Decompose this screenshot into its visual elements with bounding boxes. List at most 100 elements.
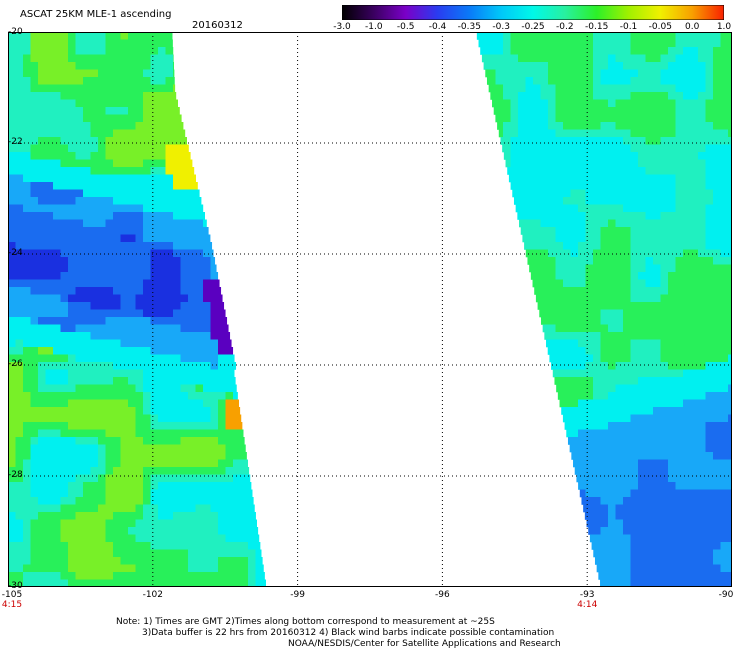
wind-cell: [675, 392, 684, 400]
wind-cell: [135, 497, 144, 505]
wind-cell: [218, 294, 223, 303]
wind-cell: [143, 47, 151, 55]
wind-cell: [105, 377, 114, 385]
wind-cell: [60, 302, 69, 310]
wind-cell: [668, 174, 676, 183]
wind-cell: [589, 534, 594, 543]
wind-cell: [570, 429, 579, 438]
wind-cell: [225, 339, 232, 348]
wind-cell: [660, 69, 669, 78]
wind-cell: [713, 527, 721, 535]
wind-cell: [113, 557, 121, 565]
wind-cell: [248, 542, 256, 550]
wind-cell: [38, 234, 46, 243]
wind-cell: [120, 534, 129, 543]
wind-cell: [143, 429, 151, 438]
wind-cell: [38, 54, 46, 63]
wind-cell: [578, 99, 586, 108]
wind-cell: [525, 152, 534, 160]
wind-cell: [23, 482, 31, 490]
wind-cell: [128, 377, 136, 385]
wind-cell: [105, 482, 114, 490]
wind-cell: [698, 144, 706, 153]
wind-cell: [90, 302, 99, 310]
wind-cell: [143, 54, 151, 63]
wind-cell: [225, 362, 234, 370]
wind-cell: [608, 362, 616, 370]
wind-cell: [705, 294, 714, 303]
wind-cell: [53, 107, 61, 115]
wind-cell: [8, 324, 16, 333]
wind-cell: [150, 407, 159, 415]
wind-cell: [120, 317, 129, 325]
wind-cell: [180, 272, 189, 280]
wind-cell: [630, 122, 639, 130]
wind-cell: [195, 519, 204, 528]
wind-cell: [83, 347, 91, 355]
wind-cell: [210, 474, 219, 483]
wind-cell: [705, 369, 714, 378]
wind-cell: [75, 444, 84, 453]
wind-cell: [8, 407, 16, 415]
wind-cell: [143, 107, 151, 115]
wind-cell: [517, 212, 519, 220]
wind-cell: [23, 422, 31, 430]
wind-cell: [510, 84, 519, 93]
wind-cell: [510, 174, 519, 183]
wind-cell: [173, 482, 181, 490]
wind-cell: [158, 212, 166, 220]
wind-cell: [585, 47, 594, 55]
wind-cell: [173, 272, 181, 280]
wind-cell: [30, 32, 39, 40]
wind-cell: [615, 227, 624, 235]
wind-cell: [150, 159, 159, 168]
wind-cell: [608, 47, 616, 55]
wind-cell: [698, 54, 706, 63]
wind-cell: [98, 114, 106, 123]
wind-cell: [83, 249, 91, 258]
wind-cell: [120, 527, 129, 535]
wind-cell: [8, 504, 16, 513]
wind-cell: [23, 219, 31, 228]
wind-cell: [38, 182, 46, 190]
wind-cell: [533, 54, 541, 63]
wind-cell: [218, 332, 226, 340]
wind-cell: [593, 332, 601, 340]
wind-cell: [225, 542, 234, 550]
wind-cell: [683, 92, 691, 100]
wind-cell: [195, 204, 204, 213]
wind-cell: [585, 114, 594, 123]
wind-cell: [188, 257, 196, 265]
wind-cell: [15, 92, 24, 100]
wind-cell: [713, 452, 721, 460]
wind-cell: [638, 504, 646, 513]
wind-cell: [608, 399, 616, 408]
wind-cell: [53, 347, 61, 355]
wind-cell: [158, 62, 166, 70]
wind-cell: [551, 362, 556, 370]
wind-cell: [188, 459, 196, 468]
wind-cell: [143, 32, 151, 40]
wind-cell: [630, 182, 639, 190]
lon-label: -105: [1, 590, 23, 600]
wind-cell: [690, 212, 699, 220]
wind-cell: [540, 77, 549, 85]
wind-cell: [570, 302, 579, 310]
wind-cell: [495, 54, 504, 63]
wind-cell: [90, 354, 99, 363]
wind-cell: [690, 564, 699, 573]
wind-cell: [608, 32, 616, 40]
wind-cell: [53, 114, 61, 123]
wind-cell: [615, 129, 624, 138]
wind-cell: [30, 54, 39, 63]
wind-cell: [203, 519, 211, 528]
wind-cell: [210, 542, 219, 550]
wind-cell: [158, 122, 166, 130]
wind-cell: [150, 174, 159, 183]
wind-cell: [173, 354, 181, 363]
wind-cell: [98, 182, 106, 190]
wind-cell: [533, 234, 541, 243]
wind-cell: [720, 204, 729, 213]
wind-cell: [593, 77, 601, 85]
wind-cell: [668, 39, 676, 48]
